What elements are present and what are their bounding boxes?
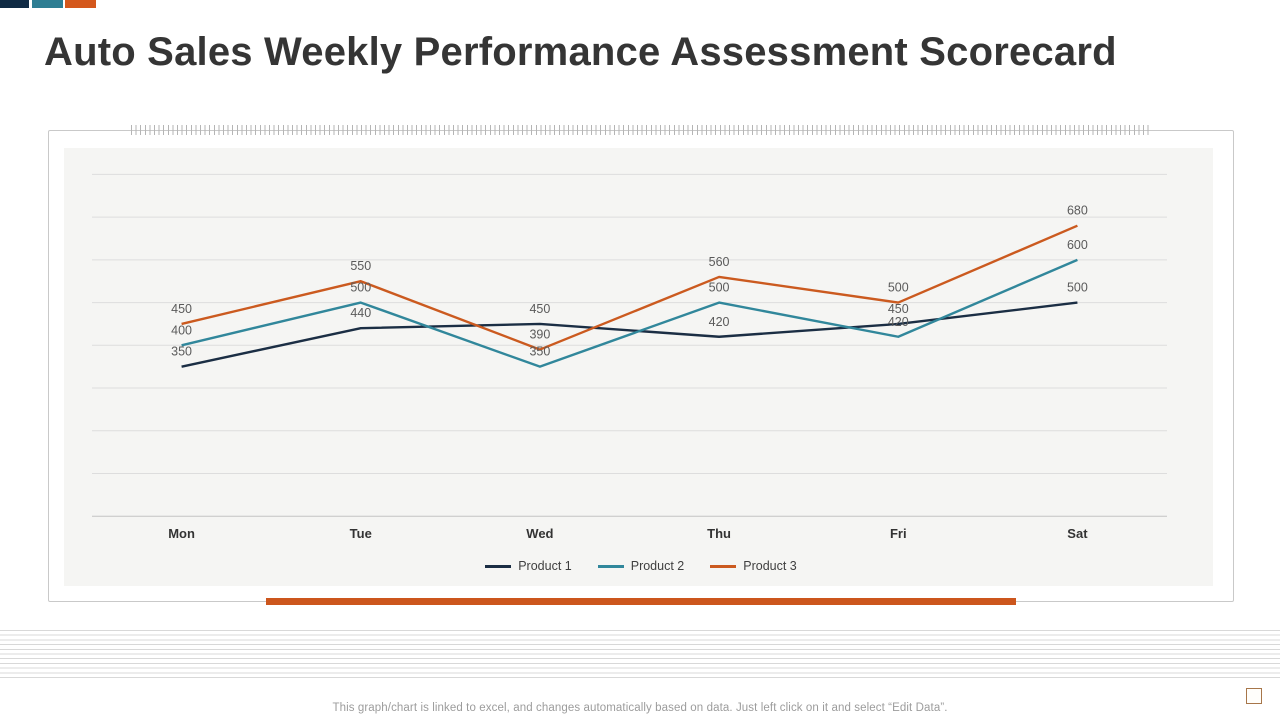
legend-label: Product 1 bbox=[518, 559, 572, 573]
data-label-series-1: 440 bbox=[350, 306, 371, 320]
data-label-series-3: 450 bbox=[171, 302, 192, 316]
chart-legend: Product 1 Product 2 Product 3 bbox=[49, 556, 1233, 576]
data-label-series-1: 420 bbox=[709, 315, 730, 329]
data-label-series-1: 500 bbox=[1067, 281, 1088, 295]
accent-bar-orange bbox=[65, 0, 96, 8]
accent-bar-navy bbox=[0, 0, 29, 8]
legend-swatch-icon bbox=[710, 564, 737, 568]
x-axis-label: Wed bbox=[526, 526, 553, 541]
series-line-2[interactable] bbox=[181, 258, 1078, 368]
data-label-series-2: 350 bbox=[529, 345, 550, 359]
x-axis-label: Thu bbox=[707, 526, 731, 541]
x-axis-label: Fri bbox=[890, 526, 907, 541]
legend-item-2[interactable]: Product 2 bbox=[597, 559, 685, 573]
data-label-series-2: 420 bbox=[888, 315, 909, 329]
plot-area-background bbox=[64, 148, 1213, 586]
series-line-1[interactable] bbox=[181, 301, 1078, 368]
corner-placeholder-box bbox=[1246, 688, 1262, 704]
comb-decoration bbox=[131, 125, 1151, 135]
chart-frame[interactable]: 350 440 450 420 450 500 400 500 350 500 420 600 450 5… bbox=[48, 125, 1234, 602]
data-label-series-2: 500 bbox=[350, 281, 371, 295]
x-axis-label: Sat bbox=[1067, 526, 1088, 541]
legend-swatch-icon bbox=[485, 564, 512, 568]
data-label-series-2: 500 bbox=[709, 281, 730, 295]
accent-bar-teal bbox=[32, 0, 63, 8]
data-label-series-1: 450 bbox=[529, 302, 550, 316]
footer-note: This graph/chart is linked to excel, and… bbox=[332, 702, 948, 714]
data-label-series-3: 550 bbox=[350, 259, 371, 273]
data-label-series-3: 680 bbox=[1067, 204, 1088, 218]
data-label-series-3: 390 bbox=[529, 328, 550, 342]
legend-swatch-icon bbox=[597, 564, 624, 568]
legend-item-1[interactable]: Product 1 bbox=[485, 559, 572, 573]
x-axis-label: Tue bbox=[350, 526, 372, 541]
data-label-series-1: 350 bbox=[171, 345, 192, 359]
striped-band-decoration bbox=[0, 630, 1280, 681]
data-label-series-3: 500 bbox=[888, 281, 909, 295]
data-label-series-1: 450 bbox=[888, 302, 909, 316]
legend-item-3[interactable]: Product 3 bbox=[710, 559, 797, 573]
page-title: Auto Sales Weekly Performance Assessment… bbox=[44, 30, 1117, 74]
legend-label: Product 3 bbox=[743, 559, 797, 573]
data-label-series-2: 400 bbox=[171, 323, 192, 337]
series-line-3[interactable] bbox=[181, 224, 1078, 351]
orange-accent-underline bbox=[266, 598, 1016, 605]
x-axis-label: Mon bbox=[168, 526, 195, 541]
data-label-series-2: 600 bbox=[1067, 238, 1088, 252]
data-label-series-3: 560 bbox=[709, 255, 730, 269]
legend-label: Product 2 bbox=[630, 559, 685, 573]
